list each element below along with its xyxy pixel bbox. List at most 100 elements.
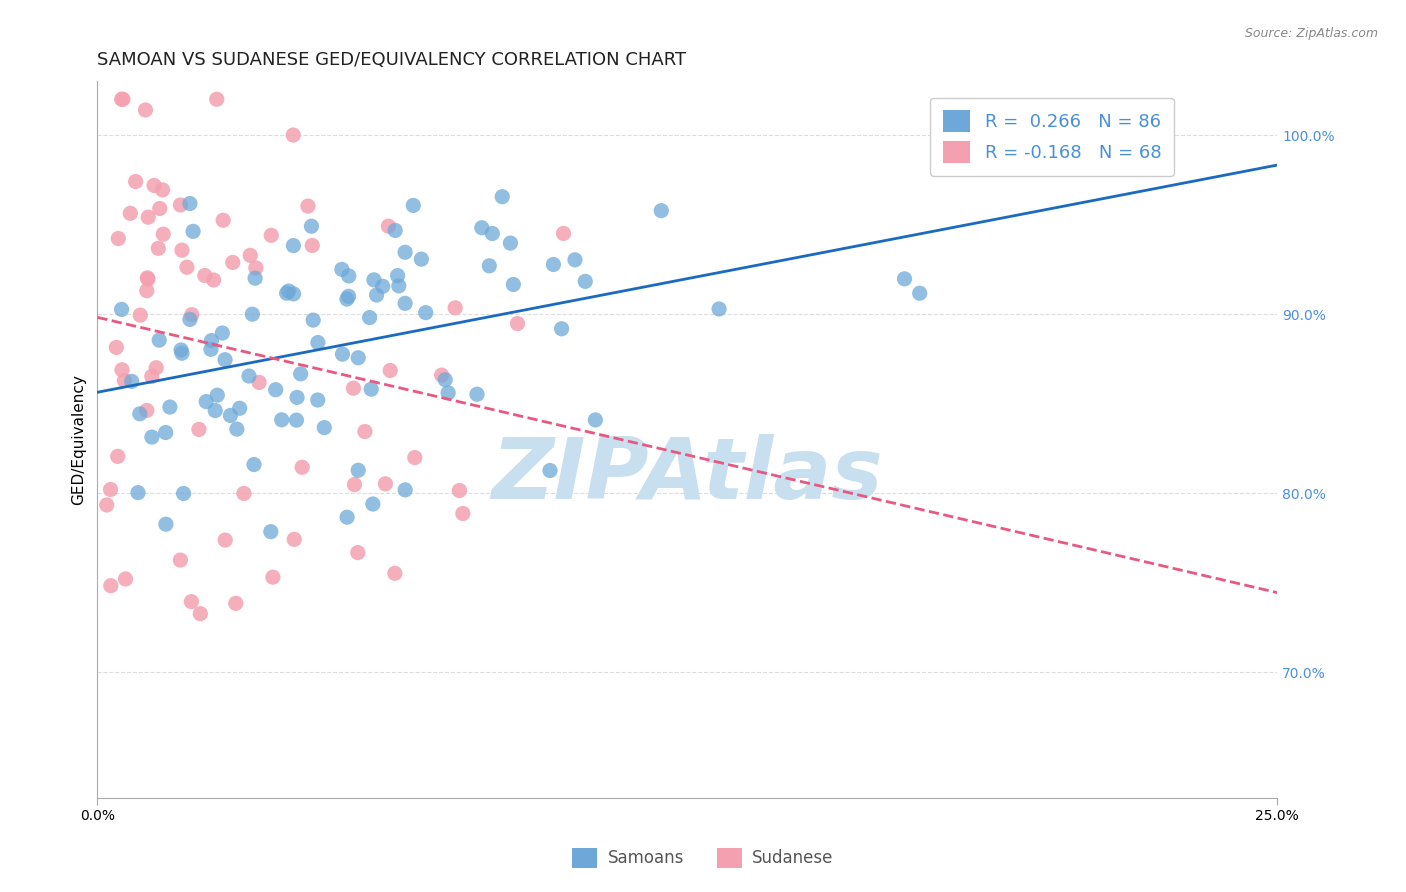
Point: [120, 206, 142, 220]
Point: [301, 219, 323, 234]
Point: [145, 360, 167, 375]
Point: [264, 383, 287, 397]
Legend: Samoans, Sudanese: Samoans, Sudanese: [565, 841, 841, 875]
Y-axis label: GED/Equivalency: GED/Equivalency: [72, 374, 86, 505]
Point: [574, 274, 596, 288]
Point: [346, 546, 368, 560]
Point: [152, 183, 174, 197]
Point: [194, 268, 217, 283]
Point: [127, 485, 149, 500]
Point: [181, 224, 204, 238]
Point: [238, 369, 260, 384]
Point: [141, 430, 163, 444]
Point: [285, 413, 308, 427]
Point: [110, 302, 132, 317]
Point: [499, 236, 522, 251]
Point: [707, 301, 730, 316]
Point: [135, 403, 157, 417]
Point: [148, 241, 170, 255]
Point: [394, 296, 416, 310]
Point: [650, 203, 672, 218]
Point: [283, 286, 305, 301]
Point: [297, 199, 319, 213]
Point: [262, 570, 284, 584]
Point: [240, 307, 263, 321]
Point: [347, 351, 370, 365]
Point: [247, 376, 270, 390]
Point: [380, 363, 402, 377]
Point: [228, 401, 250, 416]
Point: [107, 231, 129, 245]
Point: [394, 483, 416, 497]
Point: [243, 271, 266, 285]
Point: [260, 228, 283, 243]
Point: [124, 175, 146, 189]
Point: [212, 213, 235, 227]
Point: [336, 510, 359, 524]
Point: [361, 497, 384, 511]
Point: [394, 245, 416, 260]
Point: [222, 255, 245, 269]
Point: [149, 202, 172, 216]
Point: [121, 375, 143, 389]
Point: [444, 301, 467, 315]
Point: [434, 373, 457, 387]
Point: [180, 594, 202, 608]
Point: [430, 368, 453, 382]
Point: [128, 407, 150, 421]
Point: [411, 252, 433, 267]
Point: [187, 422, 209, 436]
Point: [136, 210, 159, 224]
Point: [354, 425, 377, 439]
Point: [219, 409, 242, 423]
Point: [283, 533, 305, 547]
Point: [245, 260, 267, 275]
Point: [134, 103, 156, 117]
Point: [337, 289, 360, 303]
Point: [204, 403, 226, 417]
Point: [270, 413, 292, 427]
Point: [506, 317, 529, 331]
Point: [283, 128, 305, 142]
Point: [347, 463, 370, 477]
Point: [449, 483, 471, 498]
Point: [893, 272, 915, 286]
Point: [169, 198, 191, 212]
Point: [129, 308, 152, 322]
Point: [404, 450, 426, 465]
Point: [384, 223, 406, 237]
Point: [314, 420, 336, 434]
Point: [402, 198, 425, 212]
Point: [377, 219, 399, 234]
Point: [243, 458, 266, 472]
Point: [205, 92, 228, 106]
Text: ZIPAtlas: ZIPAtlas: [492, 434, 883, 516]
Point: [388, 278, 411, 293]
Point: [283, 238, 305, 252]
Point: [481, 227, 503, 241]
Point: [170, 346, 193, 360]
Point: [553, 227, 575, 241]
Point: [179, 196, 201, 211]
Point: [179, 312, 201, 326]
Point: [135, 284, 157, 298]
Point: [195, 394, 218, 409]
Point: [225, 596, 247, 610]
Point: [291, 460, 314, 475]
Point: [502, 277, 524, 292]
Point: [180, 308, 202, 322]
Point: [170, 343, 193, 357]
Point: [214, 533, 236, 547]
Point: [363, 273, 385, 287]
Point: [111, 363, 134, 377]
Point: [343, 477, 366, 491]
Point: [371, 279, 394, 293]
Point: [471, 220, 494, 235]
Point: [359, 310, 381, 325]
Point: [232, 486, 254, 500]
Point: [478, 259, 501, 273]
Point: [550, 322, 572, 336]
Text: Source: ZipAtlas.com: Source: ZipAtlas.com: [1244, 27, 1378, 40]
Point: [202, 273, 225, 287]
Point: [105, 340, 128, 354]
